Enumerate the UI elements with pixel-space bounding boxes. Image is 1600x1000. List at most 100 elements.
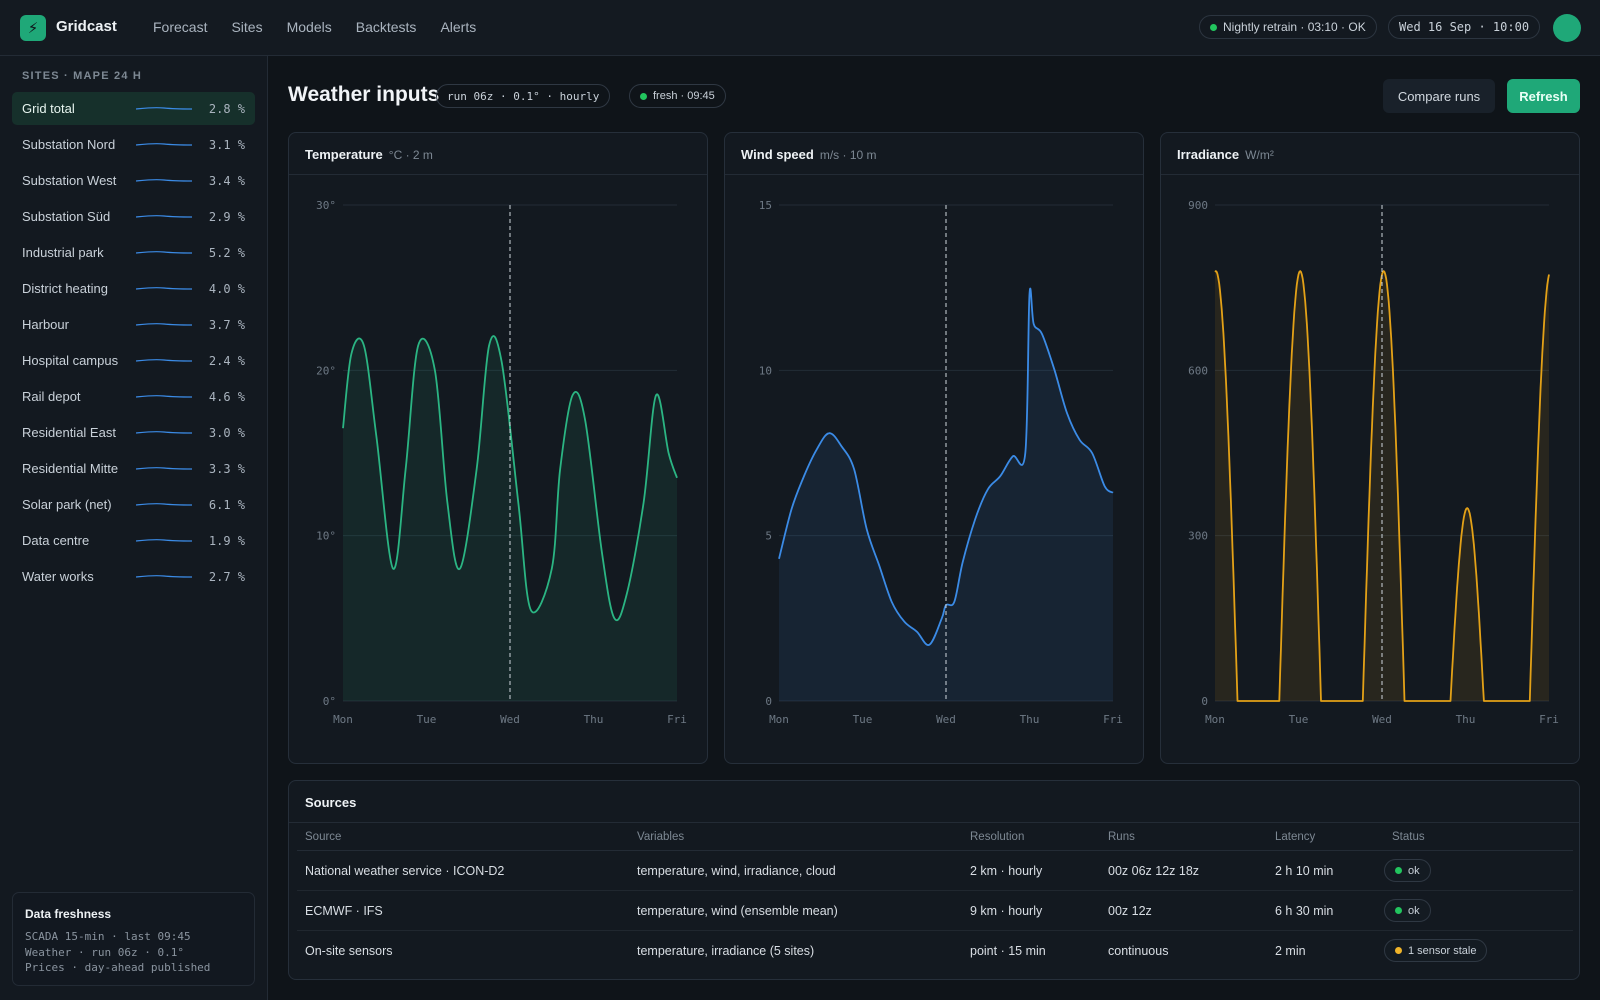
refresh-button[interactable]: Refresh [1507, 79, 1580, 113]
site-row[interactable]: Substation West 3.4 % [12, 164, 255, 197]
site-row[interactable]: Data centre 1.9 % [12, 524, 255, 557]
wind-speed-card: Wind speed m/s · 10 m 0 5 10 15 Mon Tue Wed Thu F… [724, 132, 1144, 764]
site-row[interactable]: Grid total 2.8 % [12, 92, 255, 125]
run-chip: run 06z · 0.1° · hourly [436, 84, 611, 108]
freshness-line: Weather · run 06z · 0.1° [25, 945, 184, 959]
column-header[interactable]: Resolution [970, 831, 1025, 843]
site-mape: 5.2 % [208, 245, 245, 260]
y-tick-label: 0° [323, 695, 336, 708]
table-row[interactable]: National weather service · ICON-D2 temper… [297, 851, 1573, 891]
nav-backtests[interactable]: Backtests [355, 19, 417, 35]
y-tick-label: 10° [316, 530, 336, 543]
compare-runs-button[interactable]: Compare runs [1383, 79, 1495, 113]
site-sparkline [136, 538, 192, 542]
y-tick-label: 900 [1188, 199, 1208, 212]
chart-title: Temperature [305, 147, 383, 162]
site-mape: 4.6 % [208, 389, 245, 404]
x-tick-label: Tue [417, 713, 437, 726]
site-row[interactable]: Substation Süd 2.9 % [12, 200, 255, 233]
column-header[interactable]: Source [305, 831, 342, 843]
page-title: Weather inputs [288, 83, 440, 106]
column-header[interactable]: Runs [1108, 831, 1135, 843]
x-tick-label: Tue [853, 713, 873, 726]
site-mape: 4.0 % [208, 281, 245, 296]
temperature-chart[interactable]: 0° 10° 20° 30° Mon Tue Wed Thu Fri [289, 175, 708, 764]
y-tick-label: 300 [1188, 530, 1208, 543]
site-name: Residential Mitte [22, 461, 119, 476]
nav-alerts[interactable]: Alerts [440, 19, 477, 35]
site-name: Water works [22, 569, 94, 584]
site-row[interactable]: Residential Mitte 3.3 % [12, 452, 255, 485]
datetime-text: Wed 16 Sep · 10:00 [1399, 20, 1530, 34]
run-chip-text: run 06z · 0.1° · hourly [447, 89, 600, 103]
column-header[interactable]: Status [1392, 831, 1425, 843]
brand-name[interactable]: Gridcast [56, 18, 117, 35]
chart-unit: °C · 2 m [388, 148, 433, 162]
source-variables: temperature, wind (ensemble mean) [637, 904, 838, 918]
site-name: Rail depot [22, 389, 81, 404]
card-header: Irradiance W/m² [1161, 133, 1579, 175]
site-name: Grid total [22, 101, 75, 116]
y-tick-label: 15 [759, 199, 772, 212]
site-sparkline [136, 106, 192, 110]
site-mape: 1.9 % [208, 533, 245, 548]
site-mape: 2.7 % [208, 569, 245, 584]
site-sparkline [136, 214, 192, 218]
source-resolution: 2 km · hourly [970, 864, 1043, 878]
column-header[interactable]: Latency [1275, 831, 1316, 843]
wind-speed-chart[interactable]: 0 5 10 15 Mon Tue Wed Thu Fri [725, 175, 1144, 764]
irradiance-chart[interactable]: 0 300 600 900 Mon Tue Wed Thu Fri [1161, 175, 1580, 764]
site-mape: 2.4 % [208, 353, 245, 368]
retrain-status-pill[interactable]: Nightly retrain · 03:10 · OK [1199, 15, 1377, 39]
x-tick-label: Mon [333, 713, 353, 726]
table-row[interactable]: On-site sensors temperature, irradiance (… [297, 931, 1573, 971]
y-tick-label: 0 [765, 695, 772, 708]
source-runs: 00z 12z [1108, 904, 1152, 918]
retrain-status-text: Nightly retrain · 03:10 · OK [1223, 20, 1366, 34]
column-header[interactable]: Variables [637, 831, 685, 843]
site-name: Hospital campus [22, 353, 119, 368]
nav-forecast[interactable]: Forecast [153, 19, 208, 35]
site-row[interactable]: Hospital campus 2.4 % [12, 344, 255, 377]
freshness-title: Data freshness [25, 907, 112, 921]
table-row[interactable]: ECMWF · IFS temperature, wind (ensemble m… [297, 891, 1573, 931]
y-tick-label: 5 [765, 530, 772, 543]
site-mape: 3.3 % [208, 461, 245, 476]
site-mape: 6.1 % [208, 497, 245, 512]
site-row[interactable]: Residential East 3.0 % [12, 416, 255, 449]
bolt-logo-icon[interactable]: ⚡ [20, 15, 46, 41]
status-text: ok [1408, 864, 1420, 877]
site-row[interactable]: Industrial park 5.2 % [12, 236, 255, 269]
site-name: Data centre [22, 533, 90, 548]
site-sparkline [136, 358, 192, 362]
status-badge: 1 sensor stale [1384, 939, 1488, 962]
source-name: ECMWF · IFS [305, 904, 383, 918]
x-tick-label: Fri [1103, 713, 1123, 726]
series-line [1214, 270, 1550, 702]
nav-models[interactable]: Models [286, 19, 332, 35]
site-name: District heating [22, 281, 108, 296]
chart-title: Wind speed [741, 147, 814, 162]
freshness-line: Prices · day-ahead published [25, 961, 211, 974]
site-sparkline [136, 430, 192, 434]
nav-sites[interactable]: Sites [231, 19, 263, 35]
site-mape: 3.0 % [208, 425, 245, 440]
sidebar-heading: SITES · MAPE 24 H [22, 70, 143, 82]
site-row[interactable]: Harbour 3.7 % [12, 308, 255, 341]
site-mape: 3.4 % [208, 173, 245, 188]
site-row[interactable]: Solar park (net) 6.1 % [12, 488, 255, 521]
series-line [778, 287, 1114, 646]
site-row[interactable]: Rail depot 4.6 % [12, 380, 255, 413]
site-row[interactable]: Substation Nord 3.1 % [12, 128, 255, 161]
source-name: On-site sensors [305, 944, 393, 958]
site-name: Substation Nord [22, 137, 116, 152]
status-ok-dot-icon [1210, 23, 1217, 31]
y-tick-label: 600 [1188, 364, 1208, 377]
user-avatar[interactable] [1553, 14, 1581, 42]
x-tick-label: Wed [500, 713, 520, 726]
status-text: 1 sensor stale [1408, 944, 1477, 957]
site-sparkline [136, 286, 192, 290]
site-row[interactable]: Water works 2.7 % [12, 560, 255, 593]
source-variables: temperature, irradiance (5 sites) [637, 944, 815, 958]
site-row[interactable]: District heating 4.0 % [12, 272, 255, 305]
